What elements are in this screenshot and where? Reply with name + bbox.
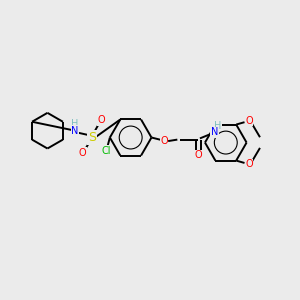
Text: Cl: Cl: [102, 146, 111, 156]
Text: N: N: [71, 126, 79, 136]
Text: S: S: [88, 131, 96, 144]
Text: N: N: [211, 127, 218, 137]
Text: O: O: [245, 116, 253, 126]
Text: O: O: [160, 136, 168, 146]
Text: O: O: [194, 150, 202, 160]
Text: O: O: [245, 160, 253, 170]
Text: H: H: [214, 121, 221, 130]
Text: O: O: [78, 148, 86, 158]
Text: O: O: [97, 115, 105, 125]
Text: H: H: [71, 119, 79, 129]
